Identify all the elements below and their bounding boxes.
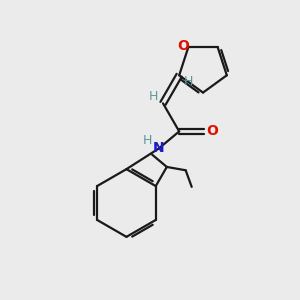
Text: O: O	[206, 124, 218, 138]
Text: H: H	[184, 75, 193, 88]
Text: H: H	[149, 90, 158, 104]
Text: H: H	[143, 134, 152, 147]
Text: O: O	[177, 39, 189, 53]
Text: N: N	[153, 141, 165, 155]
